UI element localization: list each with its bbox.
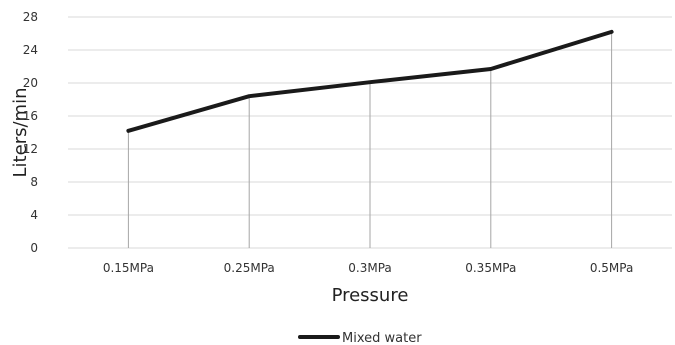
y-tick-label: 4	[30, 208, 38, 222]
x-tick-label: 0.3MPa	[348, 261, 392, 275]
data-point	[126, 129, 130, 133]
data-point	[247, 94, 251, 98]
drop-lines	[127, 31, 613, 248]
series-layer	[126, 29, 614, 133]
y-tick-label: 20	[23, 76, 38, 90]
x-axis-ticks: 0.15MPa 0.25MPa 0.3MPa 0.35MPa 0.5MPa	[103, 261, 634, 275]
y-tick-label: 16	[23, 109, 38, 123]
x-tick-label: 0.35MPa	[465, 261, 516, 275]
legend: Mixed water	[298, 331, 422, 345]
data-point	[489, 67, 493, 71]
y-tick-label: 12	[23, 142, 38, 156]
y-axis-title: Liters/min	[10, 88, 31, 178]
y-tick-label: 24	[23, 43, 38, 57]
data-point	[368, 80, 372, 84]
x-tick-label: 0.25MPa	[224, 261, 275, 275]
x-tick-label: 0.5MPa	[590, 261, 634, 275]
y-tick-label: 8	[30, 175, 38, 189]
legend-label-mixed-water: Mixed water	[342, 331, 422, 345]
y-tick-label: 0	[30, 241, 38, 255]
y-tick-label: 28	[23, 10, 38, 24]
y-axis-ticks: 0 4 8 12 16 20 24 28	[23, 10, 38, 255]
data-point	[610, 30, 614, 34]
x-axis-title: Pressure	[332, 285, 409, 306]
x-tick-label: 0.15MPa	[103, 261, 154, 275]
